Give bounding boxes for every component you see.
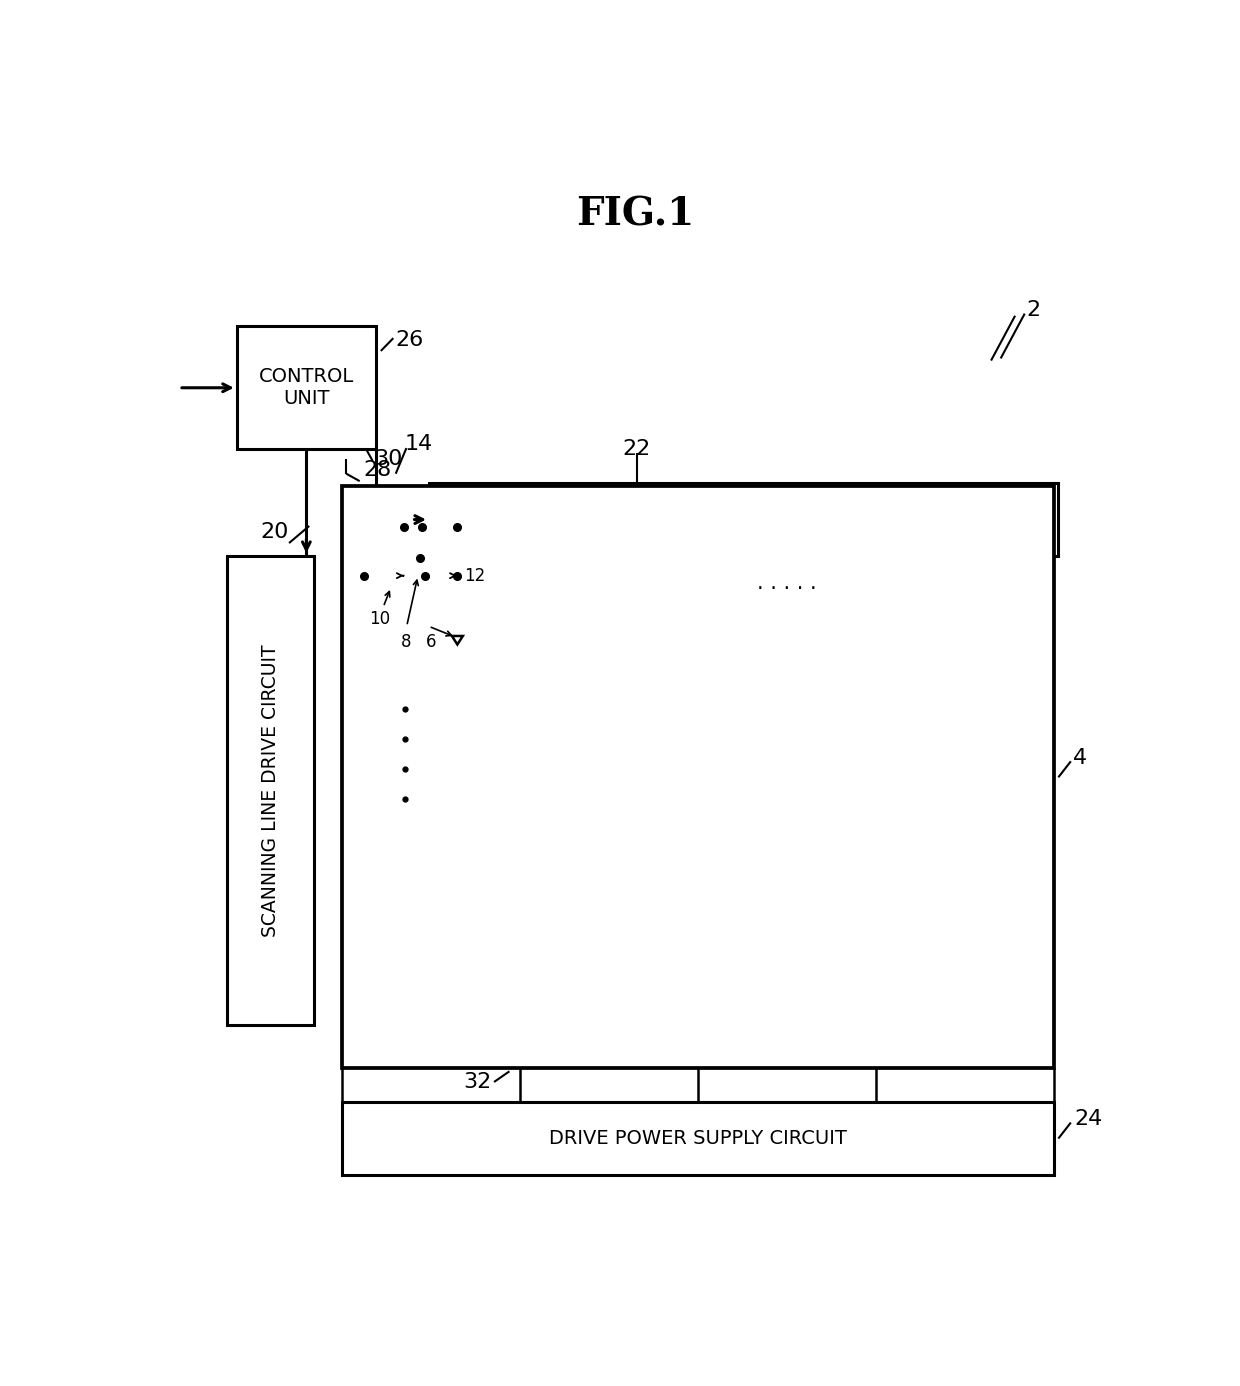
Bar xyxy=(429,484,1059,556)
Text: SCANNING LINE DRIVE CIRCUIT: SCANNING LINE DRIVE CIRCUIT xyxy=(260,644,280,937)
Text: 14: 14 xyxy=(404,434,433,453)
Text: . . . . .: . . . . . xyxy=(758,574,817,593)
Text: 8: 8 xyxy=(401,633,410,651)
Text: FIG.1: FIG.1 xyxy=(577,195,694,233)
Text: VIDEO LINE DRIVE CIRCUIT: VIDEO LINE DRIVE CIRCUIT xyxy=(614,510,874,529)
Bar xyxy=(237,327,376,449)
Text: 30: 30 xyxy=(374,449,403,468)
Bar xyxy=(227,556,314,1026)
Polygon shape xyxy=(451,636,463,644)
Text: CONTROL
UNIT: CONTROL UNIT xyxy=(259,367,353,409)
Bar xyxy=(342,486,1054,1069)
Text: DRIVE POWER SUPPLY CIRCUIT: DRIVE POWER SUPPLY CIRCUIT xyxy=(549,1130,847,1148)
Text: 20: 20 xyxy=(260,523,289,542)
Text: 22: 22 xyxy=(622,439,651,459)
Text: 24: 24 xyxy=(1075,1109,1102,1130)
Text: 6: 6 xyxy=(425,633,436,651)
Text: 28: 28 xyxy=(363,460,392,481)
Text: 4: 4 xyxy=(1073,748,1087,768)
Text: 26: 26 xyxy=(396,330,424,351)
Text: 32: 32 xyxy=(464,1071,491,1092)
Text: 10: 10 xyxy=(370,610,391,628)
Bar xyxy=(342,1102,1054,1175)
Text: 2: 2 xyxy=(1027,301,1040,320)
Text: 12: 12 xyxy=(464,567,485,585)
